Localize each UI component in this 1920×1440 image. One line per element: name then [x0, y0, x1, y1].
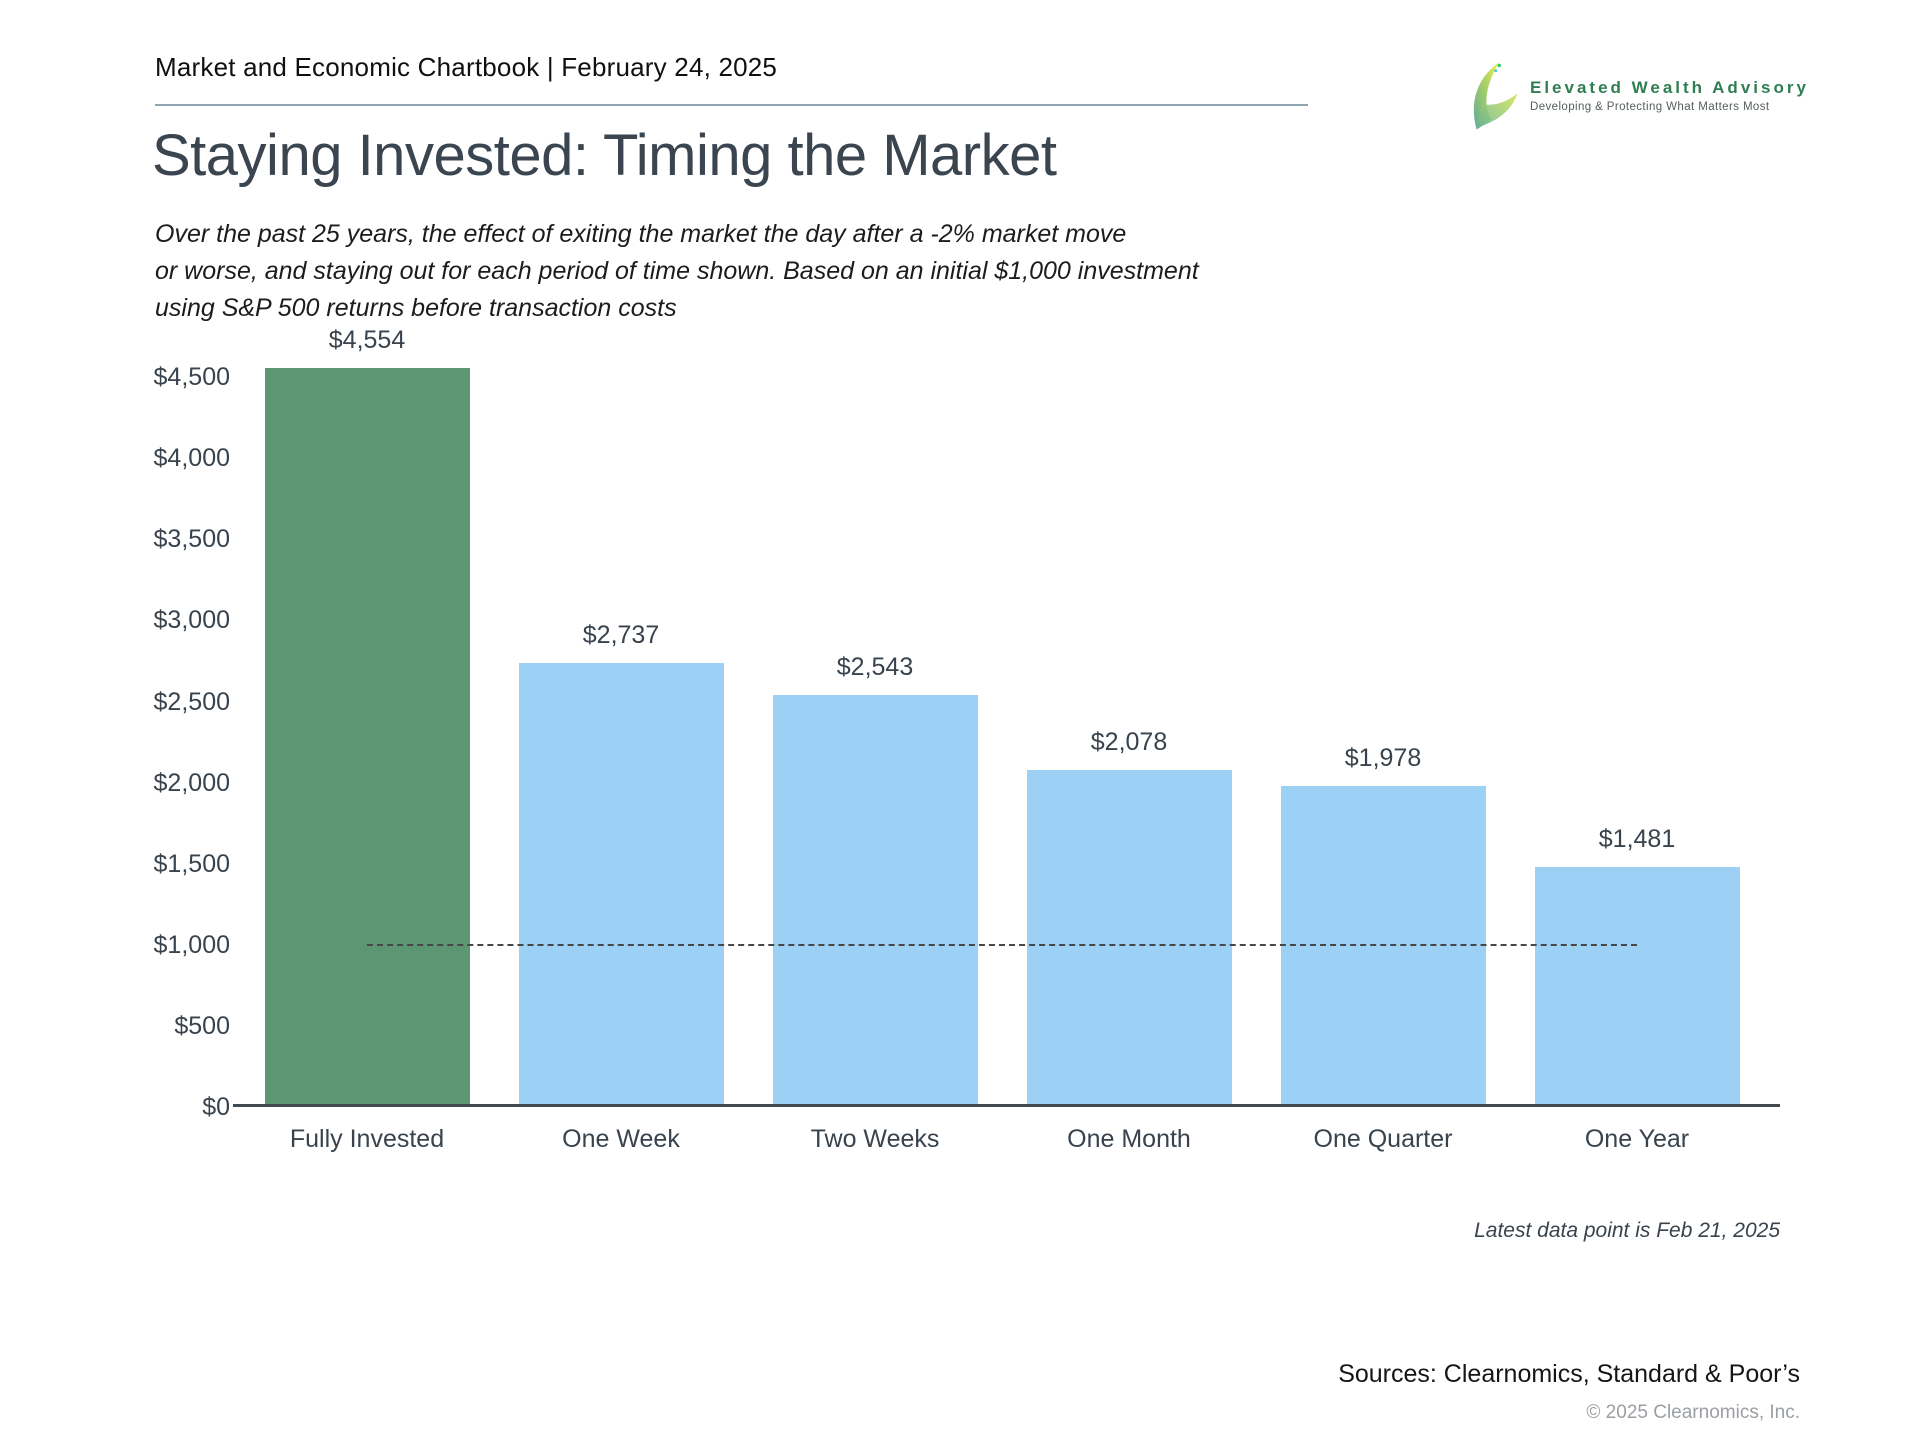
bar-one-week: [518, 663, 724, 1107]
initial-investment-reference-line: [367, 943, 1637, 946]
header-title: Market and Economic Chartbook | February…: [155, 52, 778, 82]
bar-value-label: $1,978: [1344, 744, 1422, 773]
x-axis-label: One Month: [1067, 1125, 1191, 1153]
x-axis-labels: Fully Invested One Week Two Weeks One Month…: [240, 1121, 1764, 1161]
y-axis-tick-label: $3,500: [153, 525, 230, 554]
leaf-swoosh-icon: [1473, 62, 1518, 130]
y-axis-tick-label: $0: [202, 1093, 230, 1121]
bar-value-label: $2,543: [836, 652, 914, 681]
y-axis-tick-label: $500: [174, 1011, 230, 1040]
bar-two-weeks: [772, 694, 978, 1107]
bar-one-quarter: [1280, 786, 1486, 1107]
copyright-note: © 2025 Clearnomics, Inc.: [1586, 1402, 1800, 1423]
y-axis-tick-label: $2,000: [153, 768, 230, 797]
y-axis-tick-label: $4,500: [153, 363, 230, 392]
y-axis-tick-label: $1,000: [153, 930, 230, 959]
y-axis-tick-label: $1,500: [153, 849, 230, 878]
x-axis-label: Fully Invested: [289, 1125, 445, 1153]
x-axis-label: Two Weeks: [810, 1125, 940, 1153]
page-title: Staying Invested: Timing the Market: [152, 123, 1057, 188]
bar-fully-invested: [264, 368, 470, 1107]
x-axis-label: One Year: [1584, 1125, 1690, 1153]
bar-value-label: $1,481: [1598, 824, 1676, 853]
page-subtitle: Over the past 25 years, the effect of ex…: [155, 216, 1199, 327]
subtitle-line: or worse, and staying out for each perio…: [155, 257, 1199, 285]
plot-area: $4,554 $2,737 $2,543 $2,078 $1,978 $1,481: [240, 326, 1764, 1107]
subtitle-line: using S&P 500 returns before transaction…: [155, 294, 677, 322]
bar-value-label: $2,078: [1090, 727, 1168, 756]
x-axis-label: One Week: [562, 1125, 680, 1153]
sources-note: Sources: Clearnomics, Standard & Poor’s: [1338, 1360, 1800, 1388]
x-axis-baseline: [233, 1104, 1780, 1107]
y-axis-tick-label: $2,500: [153, 687, 230, 716]
y-axis-tick-label: $4,000: [153, 444, 230, 473]
header-divider: [155, 104, 1308, 106]
logo-name: Elevated Wealth Advisory: [1530, 77, 1809, 97]
logo-tagline: Developing & Protecting What Matters Mos…: [1530, 100, 1770, 113]
company-logo: Elevated Wealth Advisory Developing & Pr…: [1468, 58, 1809, 132]
y-axis-tick-label: $3,000: [153, 606, 230, 635]
subtitle-line: Over the past 25 years, the effect of ex…: [155, 220, 1127, 248]
latest-data-note: Latest data point is Feb 21, 2025: [1474, 1219, 1780, 1242]
x-axis-label: One Quarter: [1313, 1125, 1453, 1153]
bar-value-label: $2,737: [582, 621, 660, 650]
y-axis-labels: $0 $500 $1,000 $1,500 $2,000 $2,500 $3,000 $3,5…: [0, 0, 230, 1200]
bar-one-month: [1026, 769, 1232, 1107]
bar-one-year: [1534, 866, 1740, 1107]
bar-value-label: $4,554: [328, 326, 406, 355]
